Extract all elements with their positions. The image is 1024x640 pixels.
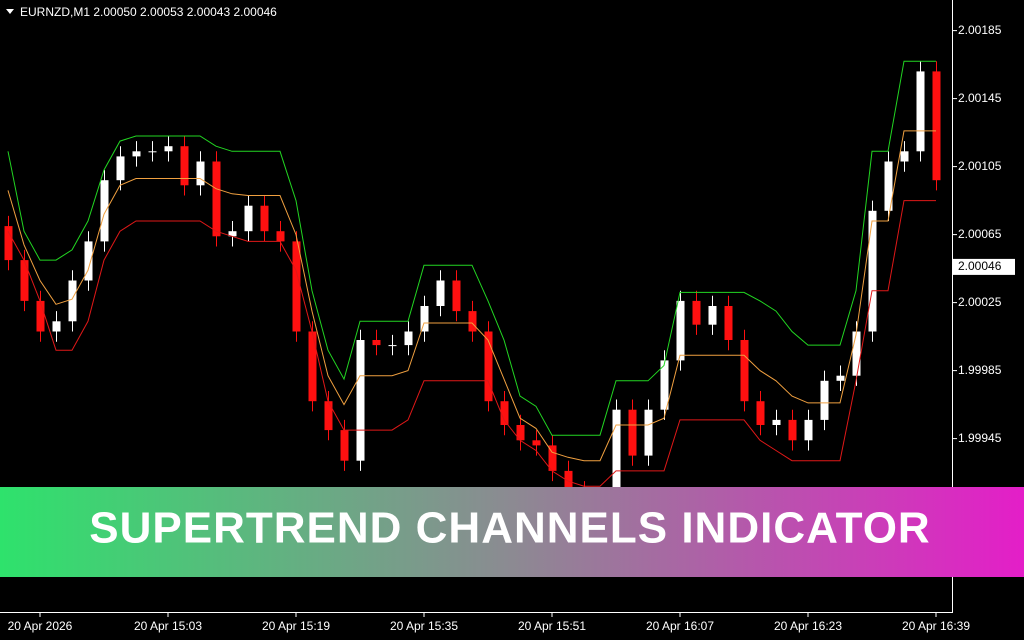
candle-body [660, 360, 669, 410]
candle-body [756, 401, 765, 425]
candle-body [612, 409, 621, 502]
x-tick-label: 20 Apr 16:39 [902, 619, 970, 633]
header-arrow [6, 9, 14, 14]
x-tick-label: 20 Apr 15:19 [262, 619, 330, 633]
price-marker [953, 258, 1015, 275]
candle-body [500, 401, 509, 425]
candle-body [20, 260, 29, 301]
candle-body [788, 419, 797, 441]
banner-title: SUPERTREND CHANNELS INDICATOR [89, 504, 930, 553]
candle-body [148, 151, 157, 153]
y-tick-label: 2.00065 [958, 227, 1002, 241]
y-tick-label: 1.99985 [958, 363, 1002, 377]
candle-body [180, 146, 189, 186]
candle-body [676, 300, 685, 361]
channel-line [7, 200, 936, 487]
candle-body [404, 331, 413, 346]
candle-body [468, 311, 477, 332]
candle-body [708, 306, 717, 325]
candle-body [324, 401, 333, 431]
x-tick-label: 20 Apr 15:35 [390, 619, 458, 633]
candle-body [4, 226, 13, 261]
channel-line [7, 60, 936, 436]
candle-body [244, 205, 253, 232]
candle-body [388, 345, 397, 347]
candle-body [900, 151, 909, 162]
candle-body [484, 331, 493, 402]
candle-body [36, 300, 45, 332]
y-tick-label: 2.00025 [958, 295, 1002, 309]
candle-body [628, 409, 637, 456]
candle-body [356, 340, 365, 461]
candle-body [84, 241, 93, 281]
y-tick-label: 2.00185 [958, 23, 1002, 37]
candle-body [532, 440, 541, 446]
candle-body [916, 71, 925, 152]
y-tick-label: 2.00145 [958, 91, 1002, 105]
candle-body [292, 241, 301, 332]
x-tick-label: 20 Apr 15:03 [134, 619, 202, 633]
candle-body [932, 71, 941, 181]
channel-line [7, 130, 936, 462]
x-tick-label: 20 Apr 2026 [8, 619, 73, 633]
candle-body [100, 180, 109, 242]
candle-body [420, 306, 429, 332]
x-tick-label: 20 Apr 16:23 [774, 619, 842, 633]
candle-body [196, 161, 205, 186]
candle-body [644, 409, 653, 456]
candle-body [516, 425, 525, 441]
candle-body [724, 306, 733, 340]
candle-body [372, 340, 381, 346]
x-tick-label: 20 Apr 15:51 [518, 619, 586, 633]
candle-body [852, 331, 861, 376]
candle-body [164, 146, 173, 152]
y-tick-label: 1.99945 [958, 431, 1002, 445]
candle-body [116, 156, 125, 181]
candle-body [740, 340, 749, 402]
x-tick-label: 20 Apr 16:07 [646, 619, 714, 633]
candle-body [308, 331, 317, 402]
candle-body [548, 445, 557, 471]
candle-body [452, 280, 461, 312]
candle-body [820, 380, 829, 420]
candle-body [692, 300, 701, 325]
candle-body [436, 280, 445, 306]
candle-body [68, 280, 77, 322]
y-tick-label: 2.00105 [958, 159, 1002, 173]
candle-body [132, 151, 141, 157]
candle-body [804, 419, 813, 441]
chart-header: EURNZD,M1 2.00050 2.00053 2.00043 2.0004… [20, 5, 277, 19]
candle-body [276, 231, 285, 242]
price-marker-label: 2.00046 [958, 259, 1002, 273]
candle-body [884, 161, 893, 211]
overlay: SUPERTREND CHANNELS INDICATOR [0, 487, 1024, 577]
candle-body [868, 210, 877, 332]
candle-body [212, 161, 221, 237]
plot [4, 60, 941, 512]
candle-body [836, 375, 845, 381]
candle-body [228, 231, 237, 237]
candle-body [52, 321, 61, 332]
candle-body [772, 419, 781, 425]
candle-body [340, 430, 349, 461]
banner [0, 487, 1024, 577]
candle-body [260, 205, 269, 232]
